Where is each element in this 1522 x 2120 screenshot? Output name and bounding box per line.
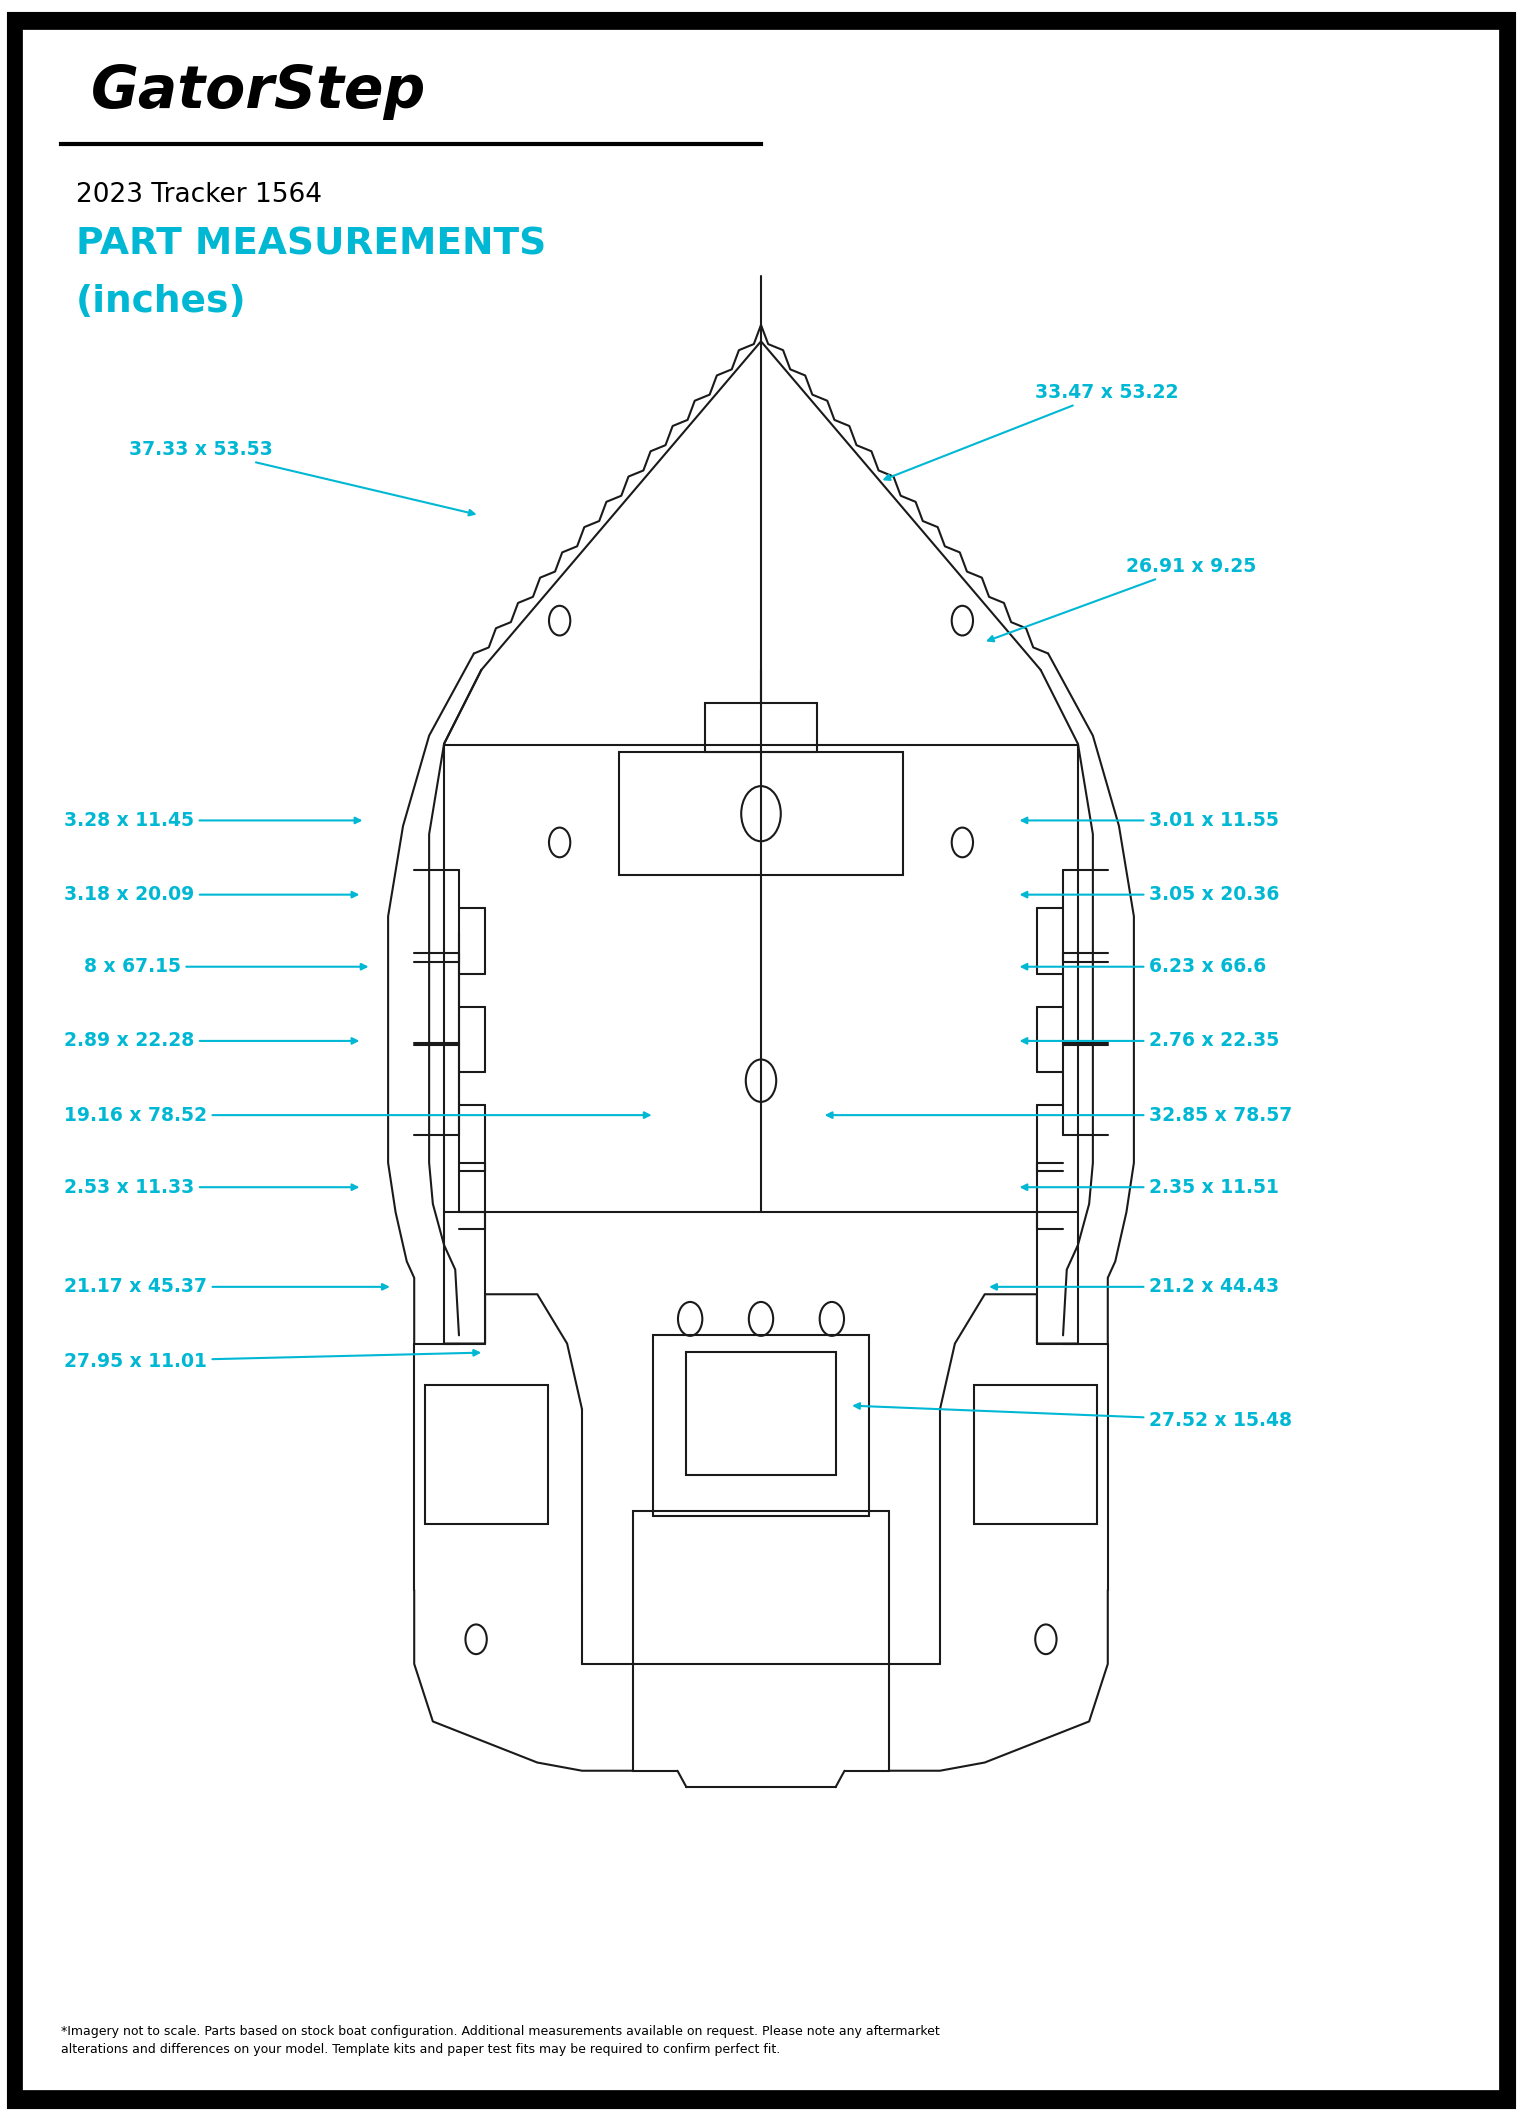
Text: 32.85 x 78.57: 32.85 x 78.57 — [826, 1107, 1292, 1124]
Text: 26.91 x 9.25: 26.91 x 9.25 — [988, 558, 1257, 640]
Text: 2.53 x 11.33: 2.53 x 11.33 — [64, 1179, 358, 1196]
Bar — [974, 1384, 1096, 1524]
Bar — [686, 1353, 836, 1476]
Bar — [633, 1512, 889, 1664]
Text: 2.89 x 22.28: 2.89 x 22.28 — [64, 1032, 358, 1049]
Text: 3.05 x 20.36: 3.05 x 20.36 — [1021, 886, 1280, 903]
Text: 21.2 x 44.43: 21.2 x 44.43 — [991, 1278, 1278, 1295]
Text: 3.28 x 11.45: 3.28 x 11.45 — [64, 812, 361, 829]
Text: *Imagery not to scale. Parts based on stock boat configuration. Additional measu: *Imagery not to scale. Parts based on st… — [61, 2025, 939, 2056]
Text: GatorStep: GatorStep — [91, 64, 426, 119]
Text: 3.18 x 20.09: 3.18 x 20.09 — [64, 886, 358, 903]
Text: 27.95 x 11.01: 27.95 x 11.01 — [64, 1350, 479, 1370]
Text: 8 x 67.15: 8 x 67.15 — [84, 958, 367, 975]
Text: 33.47 x 53.22: 33.47 x 53.22 — [884, 384, 1178, 479]
Text: 19.16 x 78.52: 19.16 x 78.52 — [64, 1107, 650, 1124]
Text: 2.76 x 22.35: 2.76 x 22.35 — [1021, 1032, 1280, 1049]
Bar — [426, 1384, 548, 1524]
Text: 37.33 x 53.53: 37.33 x 53.53 — [129, 441, 475, 515]
Bar — [619, 753, 903, 876]
Bar — [705, 704, 817, 753]
Text: 6.23 x 66.6: 6.23 x 66.6 — [1021, 958, 1266, 975]
Text: 2023 Tracker 1564: 2023 Tracker 1564 — [76, 182, 323, 208]
Text: 21.17 x 45.37: 21.17 x 45.37 — [64, 1278, 388, 1295]
Text: PART MEASUREMENTS: PART MEASUREMENTS — [76, 227, 546, 263]
Text: (inches): (inches) — [76, 284, 247, 320]
Text: 3.01 x 11.55: 3.01 x 11.55 — [1021, 812, 1278, 829]
Bar — [653, 1336, 869, 1516]
Text: 27.52 x 15.48: 27.52 x 15.48 — [854, 1403, 1292, 1429]
Text: 2.35 x 11.51: 2.35 x 11.51 — [1021, 1179, 1278, 1196]
